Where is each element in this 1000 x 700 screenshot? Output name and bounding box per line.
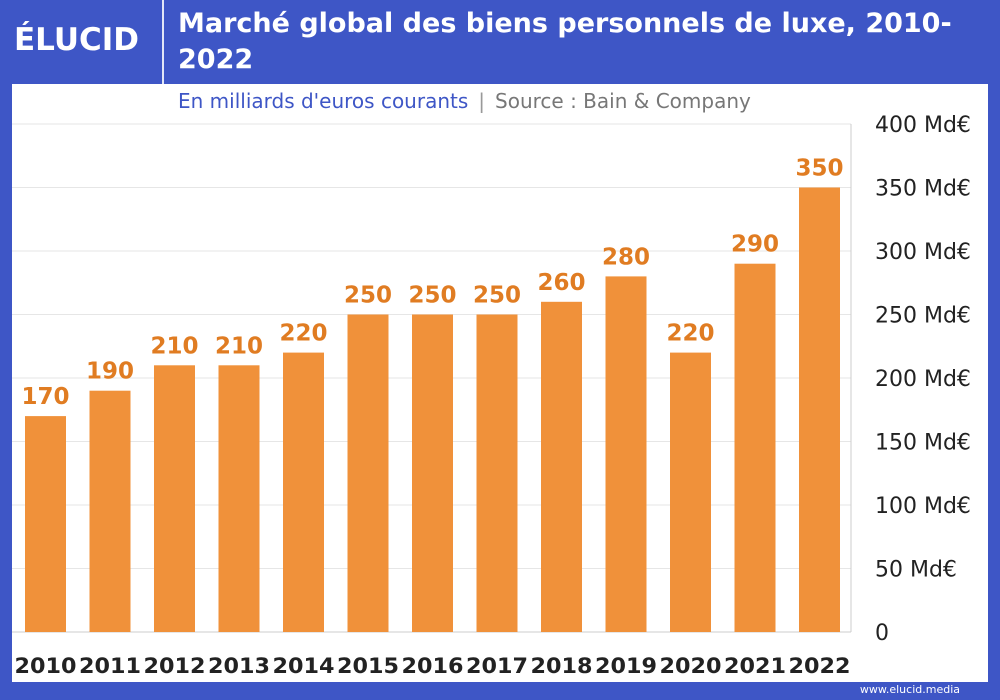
bar [412, 314, 453, 632]
data-label: 260 [537, 270, 585, 296]
x-tick-label: 2013 [208, 654, 270, 678]
data-label: 250 [344, 283, 392, 309]
footer-url[interactable]: www.elucid.media [859, 683, 960, 696]
x-tick-label: 2019 [595, 654, 657, 678]
x-tick-label: 2015 [337, 654, 399, 678]
bar [670, 352, 711, 632]
x-tick-label: 2011 [79, 654, 141, 678]
header-divider [162, 0, 164, 84]
data-label: 250 [473, 283, 521, 309]
elucid-logo: ÉLUCID [14, 22, 140, 58]
bar [154, 365, 195, 632]
chart-subtitle: En milliards d'euros courants | Source : B… [178, 89, 751, 113]
y-tick-label: 200 Md€ [875, 367, 971, 392]
y-tick-label: 250 Md€ [875, 304, 971, 329]
bar [218, 365, 260, 632]
data-label: 290 [731, 232, 779, 258]
data-label: 190 [86, 359, 134, 385]
x-tick-label: 2017 [466, 654, 528, 678]
bar [541, 301, 582, 632]
subtitle-text: En milliards d'euros courants [178, 89, 469, 113]
separator: | [478, 89, 486, 113]
chart-title: Marché global des biens personnels de lu… [178, 8, 952, 75]
y-tick-label: 0 [875, 621, 889, 646]
bar [347, 314, 389, 632]
data-label: 250 [408, 283, 456, 309]
x-tick-label: 2020 [660, 654, 722, 678]
y-tick-label: 350 Md€ [875, 177, 971, 202]
bar [89, 390, 131, 632]
x-tick-label: 2010 [15, 654, 77, 678]
bar [799, 187, 840, 632]
y-tick-label: 100 Md€ [875, 494, 971, 519]
x-tick-label: 2012 [144, 654, 206, 678]
x-tick-label: 2022 [789, 654, 851, 678]
x-tick-label: 2018 [531, 654, 593, 678]
data-label: 210 [215, 333, 263, 359]
data-label: 280 [602, 244, 650, 270]
data-label: 170 [21, 384, 69, 410]
bar [476, 314, 518, 632]
x-tick-label: 2014 [273, 654, 335, 678]
y-tick-label: 300 Md€ [875, 240, 971, 265]
data-label: 220 [666, 321, 714, 347]
data-label: 220 [279, 321, 327, 347]
bar [734, 263, 776, 632]
y-tick-label: 50 Md€ [875, 558, 957, 583]
bar [25, 416, 66, 632]
y-tick-label: 400 Md€ [875, 113, 971, 138]
source-text: Source : Bain & Company [495, 89, 751, 113]
x-tick-label: 2021 [724, 654, 786, 678]
data-label: 350 [795, 156, 843, 182]
bar [605, 276, 647, 632]
x-tick-label: 2016 [402, 654, 464, 678]
y-tick-label: 150 Md€ [875, 431, 971, 456]
data-label: 210 [150, 333, 198, 359]
bar [283, 352, 324, 632]
